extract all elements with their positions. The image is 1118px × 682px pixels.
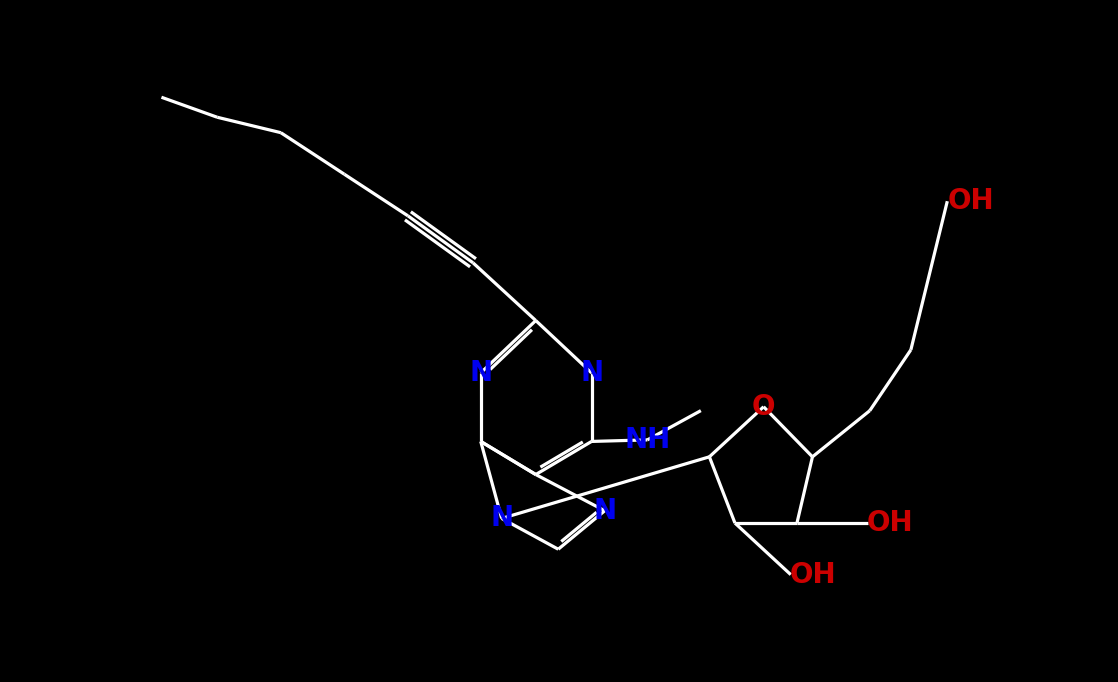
Text: O: O: [752, 393, 776, 421]
Text: OH: OH: [866, 509, 913, 537]
Text: OH: OH: [947, 187, 994, 216]
Text: N: N: [490, 505, 513, 533]
Text: N: N: [580, 359, 603, 387]
Text: N: N: [470, 359, 492, 387]
Text: NH: NH: [624, 426, 671, 454]
Text: OH: OH: [789, 561, 836, 589]
Text: N: N: [594, 496, 616, 524]
